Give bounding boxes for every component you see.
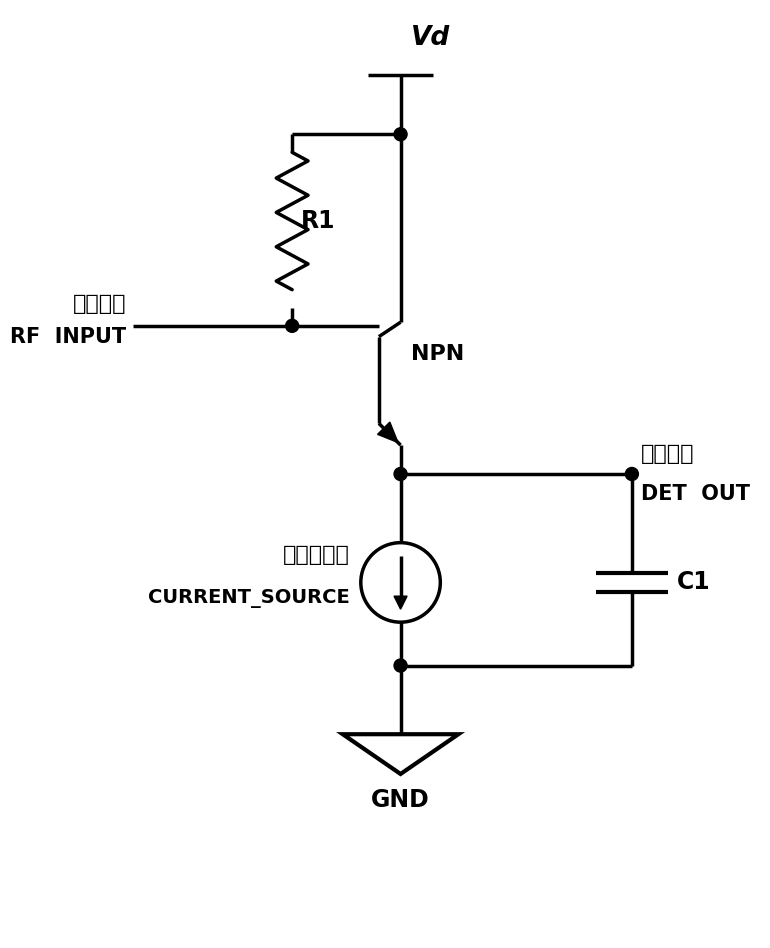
Polygon shape bbox=[394, 596, 407, 610]
Text: 恒定电流源: 恒定电流源 bbox=[283, 545, 350, 565]
Text: 检测输出: 检测输出 bbox=[641, 444, 694, 464]
Text: R1: R1 bbox=[301, 209, 335, 233]
Circle shape bbox=[286, 319, 299, 333]
Text: NPN: NPN bbox=[411, 344, 464, 364]
Polygon shape bbox=[377, 422, 398, 443]
Text: Vd: Vd bbox=[411, 26, 450, 51]
Text: RF  INPUT: RF INPUT bbox=[10, 327, 126, 347]
Circle shape bbox=[394, 659, 407, 672]
Text: C1: C1 bbox=[677, 571, 710, 594]
Circle shape bbox=[394, 128, 407, 141]
Text: GND: GND bbox=[371, 789, 430, 812]
Circle shape bbox=[394, 467, 407, 481]
Text: DET  OUT: DET OUT bbox=[641, 484, 749, 504]
Text: CURRENT_SOURCE: CURRENT_SOURCE bbox=[148, 589, 350, 608]
Circle shape bbox=[625, 467, 638, 481]
Text: 射频输入: 射频输入 bbox=[72, 294, 126, 314]
